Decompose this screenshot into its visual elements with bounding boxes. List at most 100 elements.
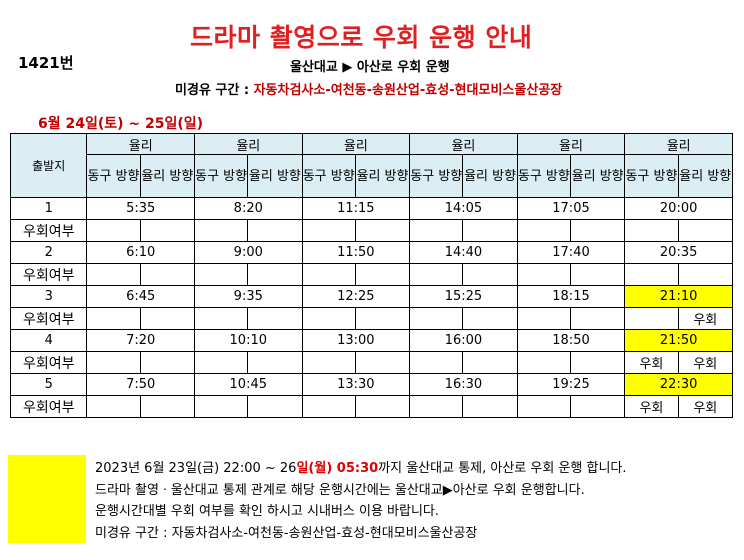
detour-status [247,351,303,374]
detour-status [354,263,411,286]
detour-status [677,219,734,242]
departure-header: 출발지 [9,133,88,198]
detour-status [624,263,679,286]
detour-status [516,351,572,374]
departure-time: 7:20 [86,329,195,352]
departure-time: 14:40 [409,241,518,264]
detour-status [462,219,518,242]
detour-row: 우회여부 우회 우회 [9,351,734,374]
detour-status: 우회 [677,395,734,418]
departure-time: 16:30 [409,373,518,396]
departure-time: 5:35 [86,197,195,220]
trip-number: 2 [9,241,88,264]
detour-status [569,263,626,286]
detour-status [624,307,679,330]
departure-time: 17:40 [516,241,626,264]
notice-line-1: 2023년 6월 23일(금) 22:00 ~ 26일(월) 05:30까지 울… [95,461,627,476]
detour-status [569,395,626,418]
detour-label: 우회여부 [9,395,88,418]
detour-status [354,351,411,374]
direction-header: 율리 방향 [247,154,303,198]
direction-header: 동구 방향 [86,154,141,198]
direction-header: 율리 방향 [677,154,734,198]
departure-time: 9:35 [193,285,303,308]
group-header: 율리 [86,133,195,155]
detour-status [354,395,411,418]
departure-time: 9:00 [193,241,303,264]
detour-status [139,307,195,330]
detour-row: 우회여부 우회 [9,307,734,330]
departure-time: 15:25 [409,285,518,308]
direction-header: 동구 방향 [301,154,356,198]
detour-status [247,219,303,242]
departure-time: 18:15 [516,285,626,308]
detour-row: 우회여부 [9,263,734,286]
detour-status [569,219,626,242]
direction-header: 율리 방향 [569,154,626,198]
departure-time: 13:30 [301,373,411,396]
departure-time: 6:10 [86,241,195,264]
trip-row: 5 7:50 10:45 13:30 16:30 19:25 22:30 [9,373,733,396]
trip-row: 1 5:35 8:20 11:15 14:05 17:05 20:00 [9,197,733,220]
header-row-directions: 동구 방향 율리 방향 동구 방향 율리 방향 동구 방향 율리 방향 동구 방… [10,154,734,198]
departure-time: 19:25 [516,373,626,396]
detour-status [247,263,303,286]
detour-status [86,263,141,286]
detour-status [409,395,464,418]
group-header: 율리 [193,133,303,155]
skipped-section: 미경유 구간 : 자동차검사소-여천동-송원산업-효성-현대모비스울산공장 [175,79,562,98]
detour-status [139,263,195,286]
detour-status [301,351,356,374]
detour-status [193,263,249,286]
detour-status [301,219,356,242]
departure-time: 18:50 [516,329,626,352]
detour-status: 우회 [624,351,679,374]
direction-header: 동구 방향 [193,154,249,198]
departure-time: 7:50 [86,373,195,396]
detour-status [409,263,464,286]
detour-status: 우회 [677,351,734,374]
departure-time: 21:50 [624,329,733,352]
detour-status [354,219,411,242]
notice-text: 2023년 6월 23일(금) 22:00 ~ 26일(월) 05:30까지 울… [95,458,627,544]
direction-header: 동구 방향 [516,154,572,198]
trip-row: 4 7:20 10:10 13:00 16:00 18:50 21:50 [9,329,733,352]
detour-status [139,219,195,242]
detour-label: 우회여부 [9,307,88,330]
direction-header: 율리 방향 [139,154,195,198]
departure-time: 10:45 [193,373,303,396]
notice-line-2: 드라마 촬영ㆍ울산대교 통제 관계로 해당 운행시간에는 울산대교▶아산로 우회… [95,482,585,498]
detour-status [516,219,572,242]
detour-status [516,307,572,330]
group-header: 율리 [409,133,518,155]
detour-status [516,395,572,418]
detour-label: 우회여부 [9,351,88,374]
detour-status [516,263,572,286]
direction-header: 율리 방향 [354,154,411,198]
detour-status [301,263,356,286]
skipped-section-label: 미경유 구간 : [175,83,254,98]
detour-status: 우회 [624,395,679,418]
trip-number: 3 [9,285,88,308]
detour-status [86,395,141,418]
departure-time: 20:00 [624,197,733,220]
detour-label: 우회여부 [9,219,88,242]
detour-status [247,395,303,418]
trip-number: 5 [9,373,88,396]
departure-time: 10:10 [193,329,303,352]
departure-time: 6:45 [86,285,195,308]
departure-time: 22:30 [624,373,733,396]
detour-status [409,307,464,330]
departure-time: 16:00 [409,329,518,352]
detour-status [301,307,356,330]
departure-time: 13:00 [301,329,411,352]
page-title: 드라마 촬영으로 우회 운행 안내 [190,23,533,52]
departure-time: 20:35 [624,241,733,264]
detour-status [624,219,679,242]
detour-status [139,351,195,374]
detour-status [354,307,411,330]
detour-status [86,307,141,330]
detour-status [247,307,303,330]
detour-status [301,395,356,418]
detour-status [462,395,518,418]
